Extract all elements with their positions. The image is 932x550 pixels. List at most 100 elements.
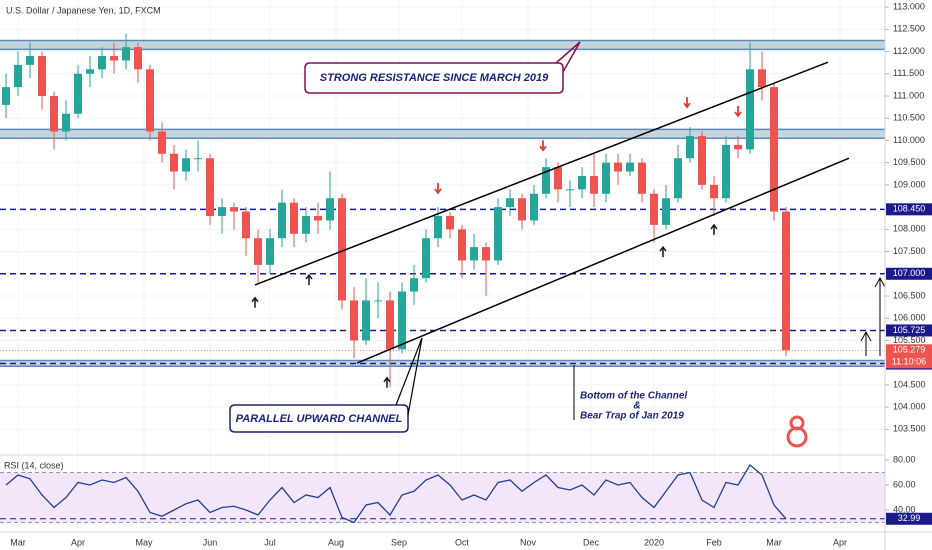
- level-badge: [886, 203, 932, 216]
- candle-body: [566, 189, 574, 191]
- rsi-last-label: 32.99: [898, 513, 921, 523]
- candle-body: [350, 300, 358, 341]
- candle-body: [686, 136, 694, 159]
- x-tick-label: Mar: [766, 537, 782, 547]
- candle-body: [38, 56, 46, 96]
- annotation-pointer: [555, 41, 581, 73]
- y-tick-label: 111.500: [893, 68, 924, 78]
- candle-body: [410, 278, 418, 292]
- down-arrow: [683, 97, 691, 109]
- annotation: Bottom of the Channel: [580, 391, 687, 402]
- annotation: STRONG RESISTANCE SINCE MARCH 2019: [320, 72, 549, 84]
- level-label: 108.450: [893, 204, 926, 214]
- candle-body: [266, 238, 274, 265]
- candle-body: [62, 113, 70, 132]
- candle-body: [314, 216, 322, 221]
- candle-body: [362, 300, 370, 341]
- candle-body: [134, 47, 142, 70]
- y-tick-label: 112.000: [893, 46, 925, 56]
- candle-body: [218, 207, 226, 216]
- y-tick-label: 107.500: [893, 246, 926, 256]
- candle-body: [578, 176, 586, 190]
- candle-body: [290, 202, 298, 234]
- y-tick-label: 106.500: [893, 290, 926, 300]
- y-tick-label: 112.500: [893, 24, 925, 34]
- y-tick-label: 111.000: [893, 90, 924, 100]
- candle-body: [338, 198, 346, 301]
- candle-body: [98, 56, 106, 70]
- zone: [0, 129, 885, 139]
- candle-body: [158, 131, 166, 154]
- x-tick-label: Apr: [833, 537, 847, 547]
- candle-body: [398, 291, 406, 350]
- annotation: Bear Trap of Jan 2019: [580, 411, 684, 422]
- candle-body: [122, 47, 130, 61]
- candle-body: [254, 238, 262, 265]
- candle-body: [626, 162, 634, 172]
- candle-body: [146, 69, 154, 132]
- level-label: 107.000: [893, 268, 926, 278]
- rsi-band: [0, 472, 885, 523]
- candles: [2, 33, 790, 388]
- x-tick-label: Oct: [455, 537, 470, 547]
- down-arrow: [734, 106, 742, 118]
- y-tick-label: 109.000: [893, 179, 926, 189]
- candle-body: [26, 56, 34, 65]
- projection-arrow: [860, 330, 872, 356]
- rsi-title: RSI (14, close): [4, 460, 64, 470]
- y-tick-label: 113.000: [893, 1, 925, 11]
- annotation-box: [229, 404, 409, 433]
- candle-body: [74, 73, 82, 114]
- candle-body: [230, 207, 238, 212]
- up-arrow: [659, 245, 667, 258]
- candle-body: [206, 158, 214, 216]
- candle-body: [194, 158, 202, 160]
- annotation: &: [633, 401, 640, 412]
- down-arrow: [539, 140, 547, 152]
- candle-body: [470, 247, 478, 261]
- candle-body: [518, 198, 526, 221]
- candle-body: [494, 207, 502, 261]
- last-price-badge: [886, 344, 932, 369]
- candle-body: [2, 87, 10, 105]
- candle-body: [722, 144, 730, 199]
- level-label: 105.725: [893, 325, 926, 335]
- candle-body: [110, 56, 118, 61]
- x-tick-label: Aug: [328, 537, 344, 547]
- channel-line: [254, 61, 829, 286]
- x-tick-label: 2020: [644, 537, 664, 547]
- y-tick-label: 40.00: [893, 504, 916, 514]
- y-tick-label: 80.00: [893, 454, 916, 464]
- x-tick-label: Feb: [706, 537, 722, 547]
- candle-body: [746, 69, 754, 150]
- y-tick-label: 104.500: [893, 379, 926, 389]
- y-tick-label: 110.500: [893, 113, 925, 123]
- candle-body: [710, 184, 718, 199]
- zone: [0, 40, 885, 50]
- x-tick-label: Mar: [10, 537, 26, 547]
- candle-body: [446, 216, 454, 230]
- candle-body: [782, 211, 790, 351]
- annotation-pointer: [395, 337, 423, 416]
- candle-body: [530, 193, 538, 221]
- candle-body: [590, 176, 598, 194]
- candle-body: [698, 136, 706, 185]
- y-tick-label: 109.500: [893, 157, 926, 167]
- candle-body: [674, 158, 682, 199]
- chart-title: U.S. Dollar / Japanese Yen, 1D, FXCM: [6, 5, 161, 15]
- projection-arrow: [874, 276, 886, 356]
- candle-body: [170, 153, 178, 172]
- candle-body: [50, 96, 58, 132]
- channel-line: [356, 157, 850, 364]
- candle-body: [554, 167, 562, 190]
- candle-body: [386, 300, 394, 350]
- candle-body: [182, 158, 190, 172]
- down-arrow: [434, 182, 442, 195]
- candle-body: [302, 216, 310, 234]
- rsi-last-badge: [886, 512, 932, 525]
- candle-body: [434, 216, 442, 239]
- candle-body: [242, 211, 250, 239]
- candle-body: [770, 87, 778, 212]
- logo: [786, 415, 808, 448]
- candle-body: [650, 193, 658, 225]
